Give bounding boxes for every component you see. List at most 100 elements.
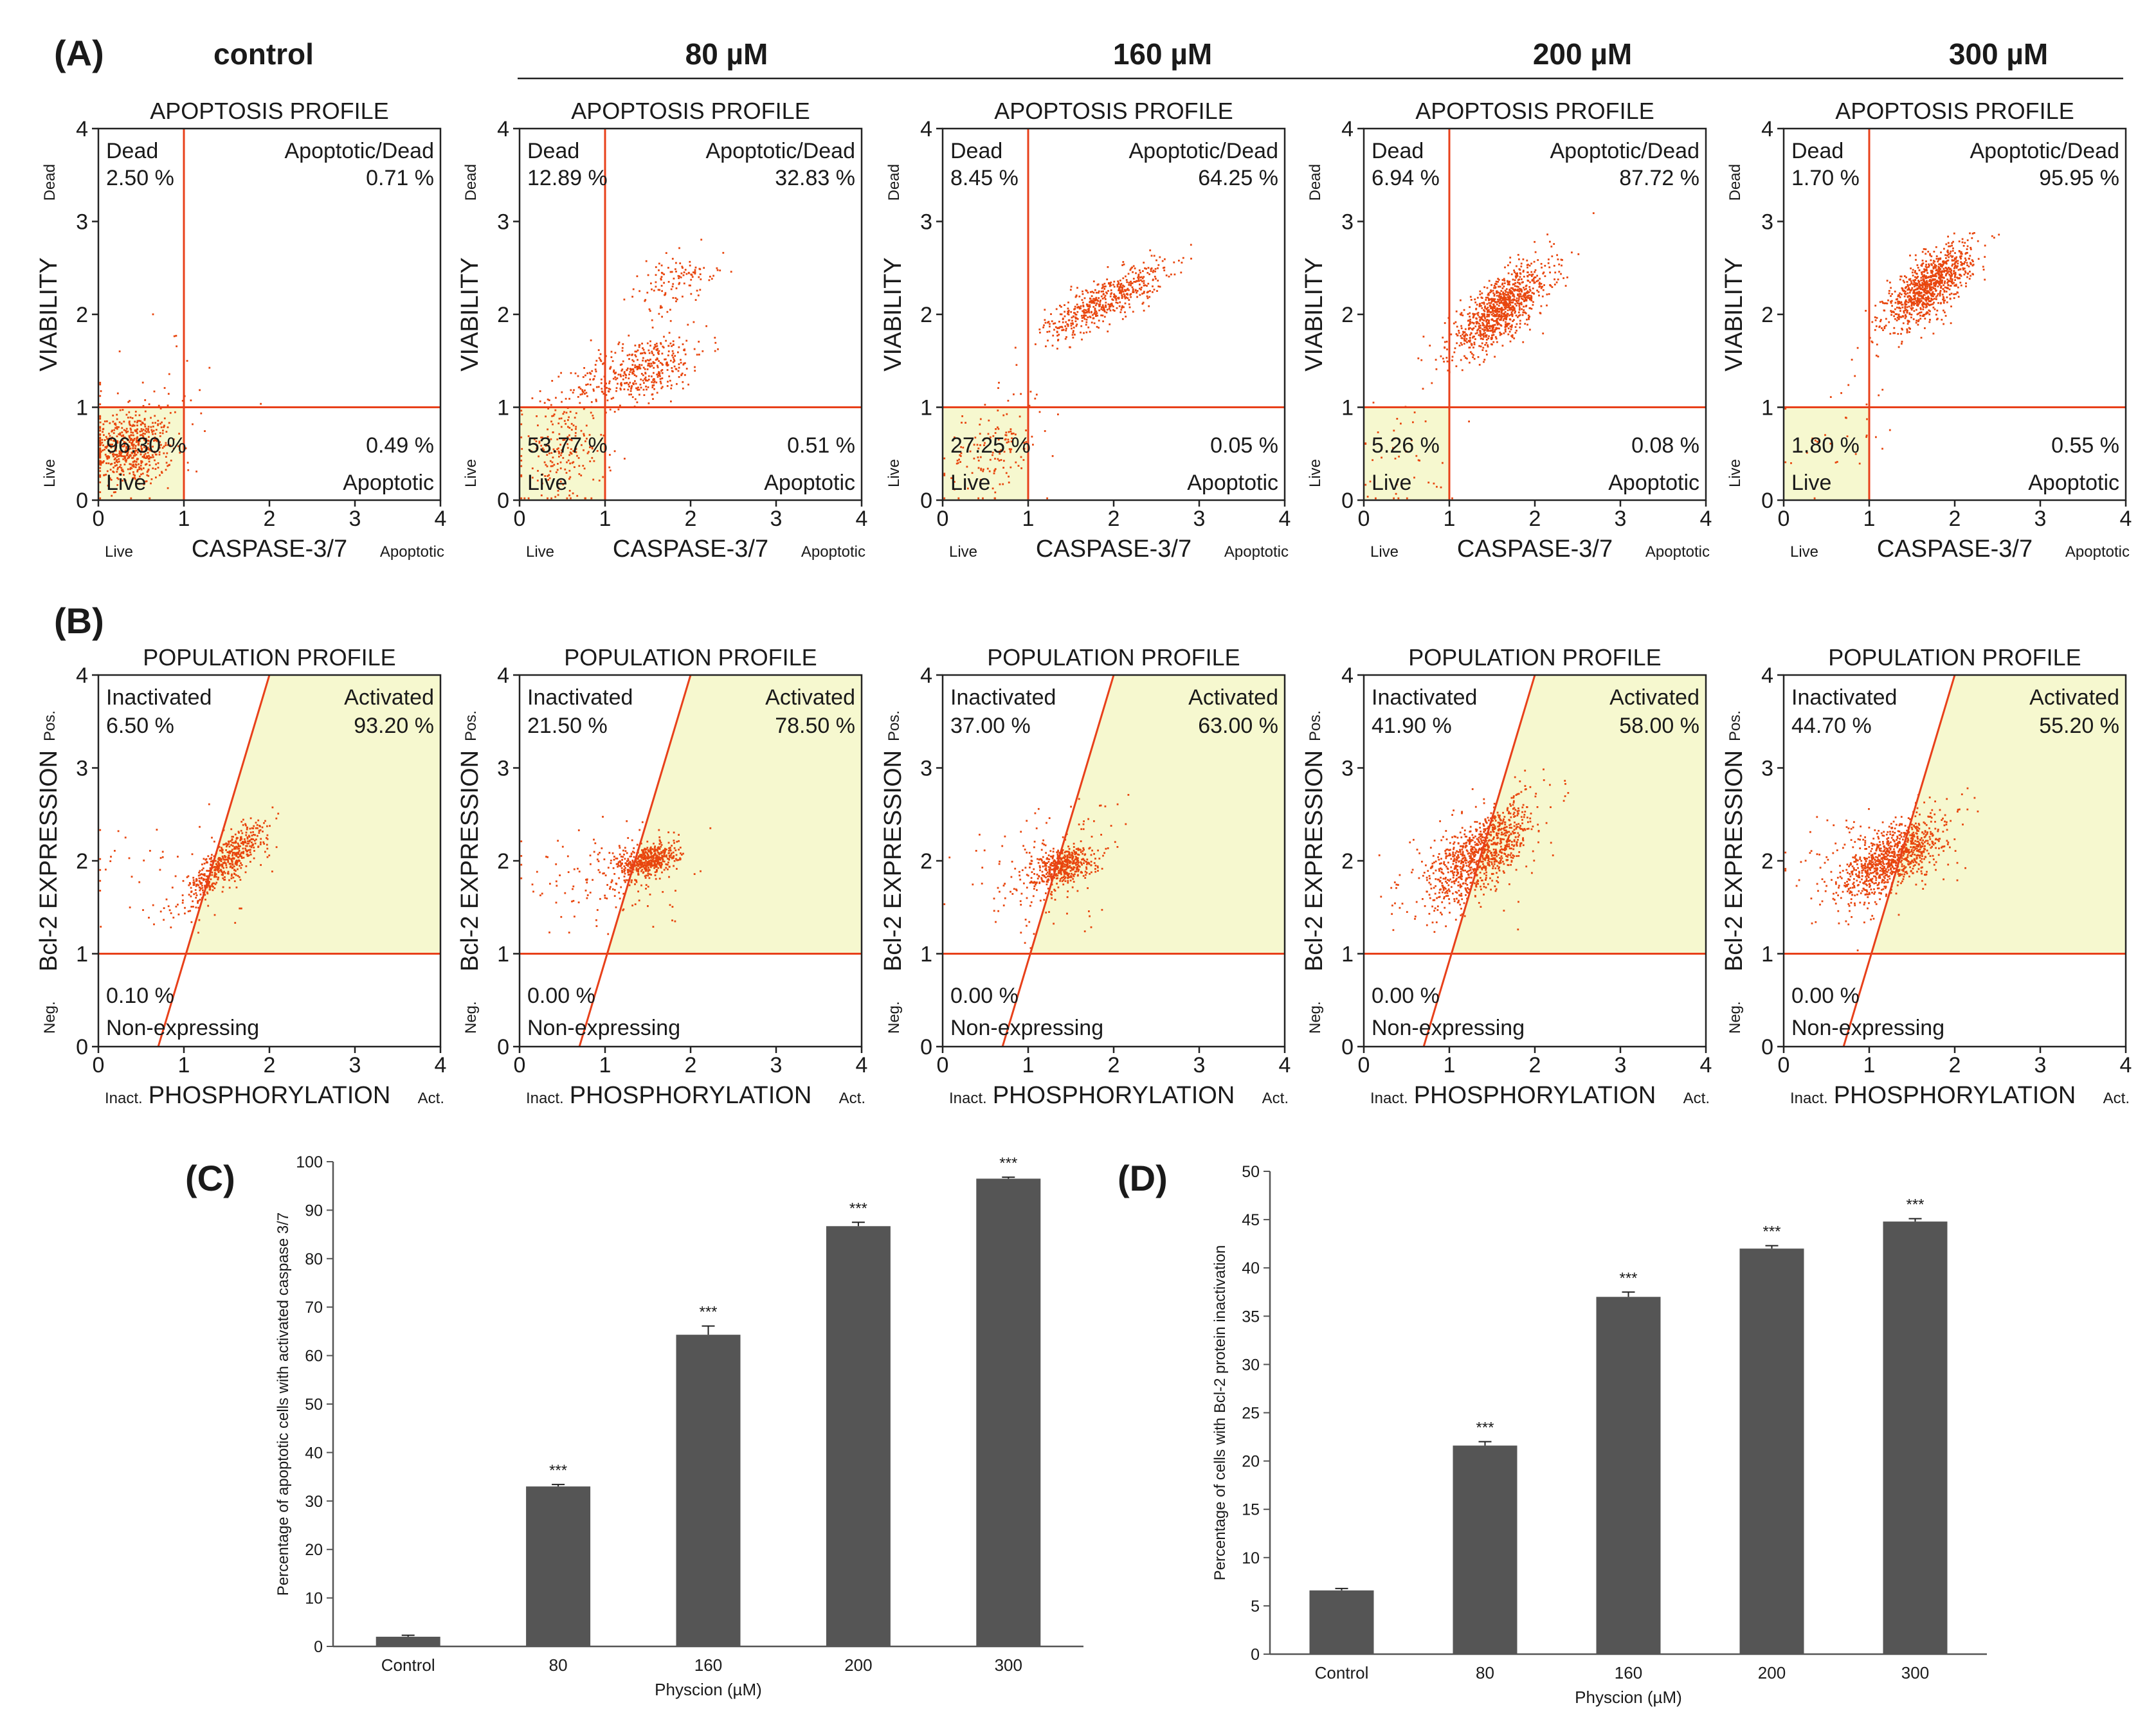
event-dot <box>1093 312 1095 315</box>
event-dot <box>1917 298 1919 301</box>
event-dot <box>235 836 238 839</box>
event-dot <box>215 863 217 865</box>
event-dot <box>1501 309 1503 312</box>
event-dot <box>143 483 145 485</box>
event-dot <box>1444 341 1446 343</box>
event-dot <box>1503 293 1506 295</box>
event-dot <box>114 447 116 449</box>
event-dot <box>197 906 199 909</box>
event-dot <box>242 852 244 854</box>
event-dot <box>115 445 117 447</box>
event-dot <box>1894 313 1897 315</box>
event-dot <box>1973 232 1975 234</box>
event-dot <box>1528 288 1531 291</box>
event-dot <box>1925 275 1927 277</box>
event-dot <box>602 435 605 437</box>
event-dot <box>111 437 113 438</box>
event-dot <box>1908 305 1910 308</box>
event-dot <box>254 842 257 845</box>
event-dot <box>1137 276 1139 279</box>
event-dot <box>139 430 141 433</box>
event-dot <box>1522 341 1525 343</box>
event-dot <box>105 473 107 476</box>
event-dot <box>99 455 102 458</box>
event-dot <box>1934 273 1937 275</box>
region-name-inactivated: Inactivated <box>106 685 212 710</box>
event-dot <box>1938 263 1940 266</box>
y-axis-label: VIABILITY <box>35 257 62 371</box>
event-dot <box>148 458 150 460</box>
event-dot <box>589 378 592 381</box>
event-dot <box>1939 282 1941 284</box>
event-dot <box>1381 456 1382 459</box>
event-dot <box>222 874 224 876</box>
event-dot <box>1949 298 1952 300</box>
event-dot <box>1496 327 1499 330</box>
event-dot <box>1548 266 1551 269</box>
event-dot <box>1932 306 1935 309</box>
event-dot <box>1057 327 1060 329</box>
event-dot <box>642 359 644 362</box>
event-dot <box>170 460 172 462</box>
event-dot <box>1525 287 1527 290</box>
event-dot <box>1132 288 1134 291</box>
event-dot <box>148 460 150 463</box>
event-dot <box>557 463 559 465</box>
event-dot <box>235 840 237 842</box>
event-dot <box>560 417 563 420</box>
event-dot <box>99 439 102 442</box>
event-dot <box>1497 291 1499 294</box>
event-dot <box>197 900 199 903</box>
event-dot <box>1508 284 1510 285</box>
event-dot <box>250 846 253 849</box>
event-dot <box>177 903 179 906</box>
x-end-label-high: Apoptotic <box>1224 543 1289 561</box>
event-dot <box>637 389 639 391</box>
event-dot <box>121 431 123 433</box>
event-dot <box>1939 284 1941 286</box>
event-dot <box>1903 290 1905 293</box>
event-dot <box>1395 492 1397 495</box>
event-dot <box>664 294 666 296</box>
event-dot <box>1513 337 1516 339</box>
event-dot <box>1946 267 1948 270</box>
event-dot <box>142 432 145 435</box>
event-dot <box>106 470 109 473</box>
quadrant-name-dead: Dead <box>106 139 158 163</box>
event-dot <box>1904 307 1907 309</box>
event-dot <box>217 863 220 865</box>
event-dot <box>1511 315 1514 318</box>
event-dot <box>1146 285 1148 287</box>
event-dot <box>1955 261 1957 264</box>
event-dot <box>241 832 244 834</box>
event-dot <box>1499 298 1501 300</box>
event-dot <box>260 838 262 840</box>
event-dot <box>208 885 210 887</box>
event-dot <box>147 428 149 430</box>
event-dot <box>109 478 111 480</box>
event-dot <box>1126 293 1128 295</box>
event-dot <box>136 439 138 442</box>
event-dot <box>159 435 161 437</box>
event-dot <box>1954 262 1956 264</box>
event-dot <box>255 822 257 824</box>
event-dot <box>1917 300 1920 303</box>
event-dot <box>1940 285 1943 287</box>
event-dot <box>1530 274 1532 276</box>
event-dot <box>106 438 109 440</box>
event-dot <box>1125 296 1127 298</box>
event-dot <box>99 450 102 453</box>
event-dot <box>1518 309 1521 311</box>
event-dot <box>231 866 233 869</box>
event-dot <box>231 845 234 847</box>
event-dot <box>1483 302 1485 304</box>
event-dot <box>1856 347 1859 349</box>
event-dot <box>1525 296 1526 299</box>
event-dot <box>1492 312 1494 314</box>
event-dot <box>1946 249 1949 252</box>
event-dot <box>1919 308 1922 311</box>
event-dot <box>145 480 148 482</box>
event-dot <box>201 882 203 884</box>
event-dot <box>1008 431 1010 433</box>
